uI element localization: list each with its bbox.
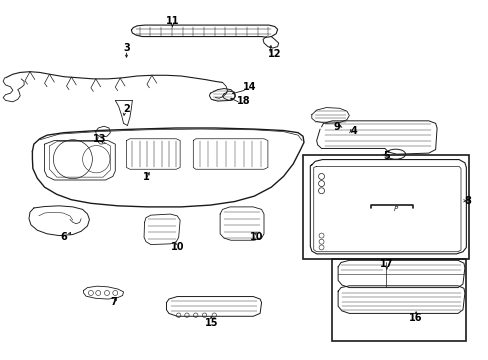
Text: 15: 15	[204, 318, 218, 328]
Bar	[331, 259, 466, 341]
Bar	[303, 155, 468, 259]
Text: 14: 14	[242, 82, 256, 93]
Text: 4: 4	[350, 126, 357, 135]
Text: 16: 16	[408, 313, 422, 323]
Text: 3: 3	[123, 43, 130, 53]
Text: 18: 18	[236, 96, 250, 106]
Text: 17: 17	[379, 259, 393, 269]
Text: 12: 12	[267, 49, 281, 59]
Text: P: P	[393, 206, 397, 212]
Text: 11: 11	[165, 17, 179, 27]
Text: 1: 1	[142, 172, 149, 182]
Text: 10: 10	[249, 232, 263, 242]
Text: 10: 10	[170, 242, 183, 252]
Text: 13: 13	[93, 134, 106, 144]
Text: 6: 6	[61, 232, 67, 242]
Text: 7: 7	[110, 297, 117, 307]
Text: 8: 8	[464, 196, 470, 206]
Text: 2: 2	[123, 104, 130, 114]
Text: 5: 5	[383, 150, 389, 161]
Text: 9: 9	[333, 122, 340, 132]
